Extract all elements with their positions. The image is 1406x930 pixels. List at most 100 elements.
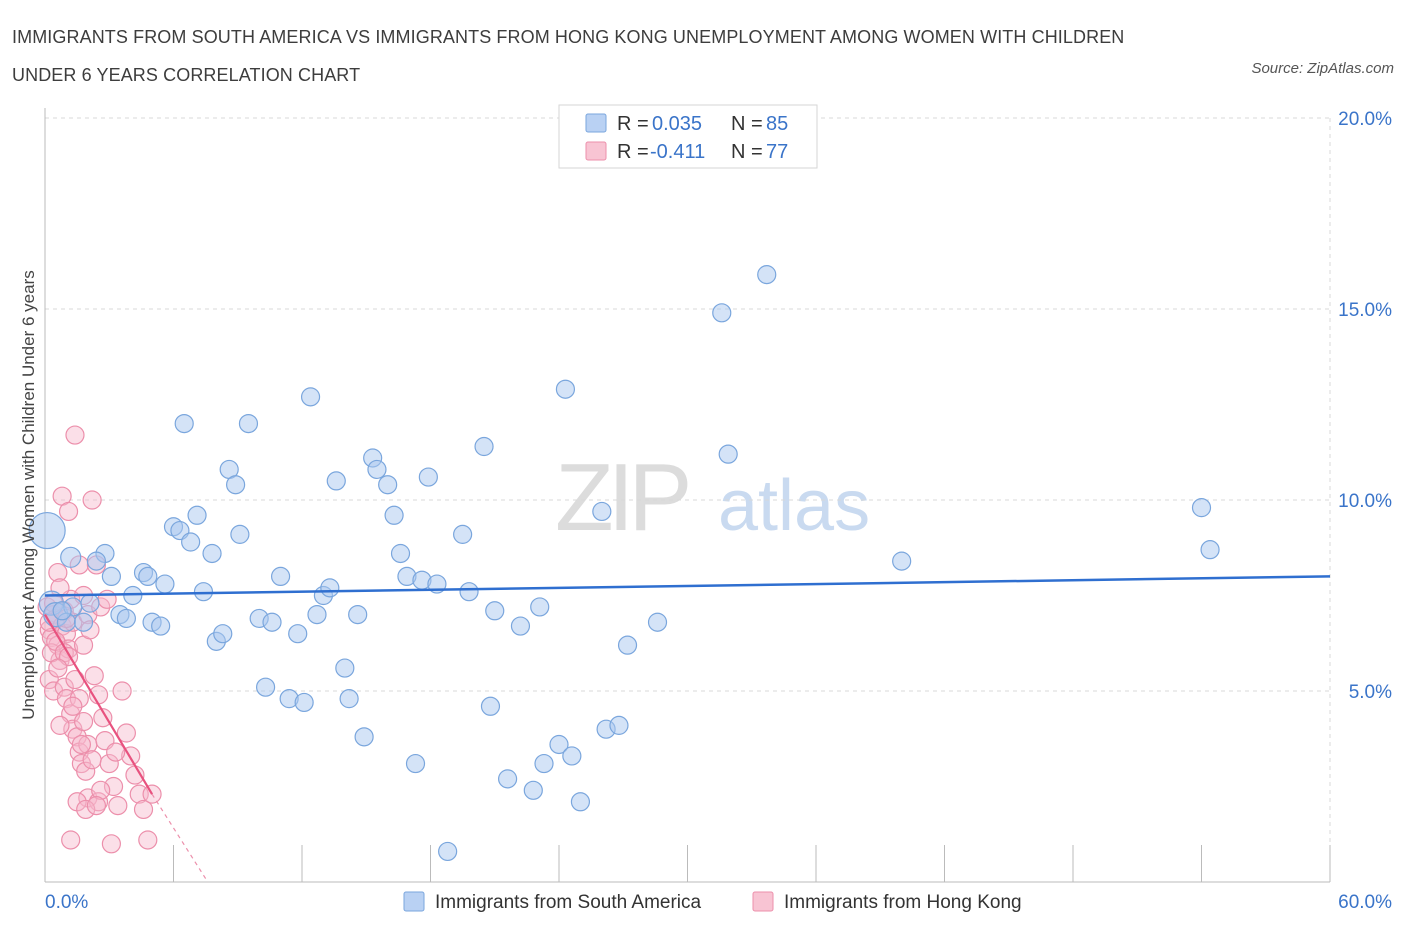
south-america-point bbox=[647, 612, 668, 632]
south-america-point bbox=[617, 635, 638, 655]
hong-kong-point bbox=[93, 708, 113, 728]
watermark-atlas: atlas bbox=[718, 466, 870, 546]
south-america-point bbox=[498, 769, 518, 789]
south-america-point bbox=[555, 379, 576, 399]
hong-kong-point bbox=[76, 799, 96, 820]
hong-kong-point bbox=[76, 761, 96, 781]
south-america-point bbox=[480, 696, 501, 716]
hong-kong-point bbox=[97, 589, 117, 609]
south-america-point bbox=[570, 792, 591, 812]
y-axis-label: Unemployment Among Women with Children U… bbox=[19, 270, 38, 719]
south-america-point bbox=[155, 574, 175, 594]
legend-bottom-swatch-pink bbox=[752, 891, 774, 912]
source-label: Source: ZipAtlas.com bbox=[1251, 60, 1394, 77]
axes: 5.0% 10.0% 15.0% 20.0% 0.0% 60.0% bbox=[44, 108, 1392, 913]
south-america-point bbox=[213, 624, 233, 644]
south-america-point bbox=[892, 551, 912, 571]
south-america-point bbox=[609, 715, 629, 735]
chart-title-line1: IMMIGRANTS FROM SOUTH AMERICA VS IMMIGRA… bbox=[12, 27, 1125, 47]
legend-n-label-1: N = bbox=[731, 113, 763, 135]
south-america-point bbox=[562, 746, 582, 766]
south-america-point bbox=[339, 689, 359, 709]
legend-swatch-blue bbox=[585, 113, 607, 133]
south-america-point bbox=[226, 475, 246, 495]
south-america-point bbox=[101, 566, 121, 587]
south-america-point bbox=[354, 727, 374, 747]
south-america-point bbox=[230, 524, 250, 544]
south-america-point bbox=[116, 608, 136, 629]
south-america-point bbox=[534, 753, 554, 774]
south-america-point bbox=[326, 471, 346, 491]
south-america-point bbox=[288, 624, 308, 644]
hong-kong-point bbox=[101, 834, 121, 854]
legend-bottom-label-pink: Immigrants from Hong Kong bbox=[784, 892, 1022, 913]
legend-bottom-swatch-blue bbox=[403, 891, 425, 912]
y-tick-label: 15.0% bbox=[1338, 300, 1392, 321]
legend-r-value-2: -0.411 bbox=[650, 141, 705, 163]
legend-r-label-1: R = bbox=[617, 113, 649, 135]
south-america-point bbox=[86, 551, 107, 571]
south-america-point bbox=[530, 597, 550, 617]
hong-kong-point bbox=[103, 776, 124, 797]
south-america-point bbox=[712, 303, 732, 323]
hong-kong-point bbox=[116, 723, 136, 743]
south-america-point bbox=[592, 501, 612, 522]
y-tick-label: 20.0% bbox=[1338, 109, 1392, 130]
hong-kong-trend-extension bbox=[151, 793, 209, 883]
trend-lines bbox=[44, 575, 1331, 883]
hong-kong-point bbox=[112, 681, 132, 701]
south-america-point bbox=[757, 265, 777, 285]
hong-kong-point bbox=[73, 711, 94, 732]
south-america-point bbox=[367, 459, 387, 480]
x-tick-label-min: 0.0% bbox=[45, 892, 88, 913]
south-america-point bbox=[523, 780, 543, 800]
south-america-point bbox=[138, 566, 158, 587]
south-america-point bbox=[320, 578, 340, 598]
hong-kong-point bbox=[84, 666, 104, 686]
hong-kong-point bbox=[50, 715, 70, 735]
south-america-point bbox=[181, 532, 201, 552]
south-america-point bbox=[335, 658, 355, 678]
hong-kong-point bbox=[86, 795, 107, 816]
south-america-point bbox=[474, 436, 494, 457]
south-america-point bbox=[384, 505, 404, 525]
hong-kong-point bbox=[82, 490, 102, 510]
south-america-point bbox=[270, 566, 291, 587]
hong-kong-trend-line bbox=[44, 614, 154, 795]
hong-kong-point bbox=[106, 742, 126, 762]
legend-n-label-2: N = bbox=[731, 141, 763, 163]
south-america-point bbox=[73, 612, 94, 632]
south-america-point bbox=[459, 582, 479, 602]
south-america-point bbox=[202, 543, 222, 564]
legend-r-label-2: R = bbox=[617, 141, 649, 163]
legend-bottom-label-blue: Immigrants from South America bbox=[435, 892, 702, 913]
hong-kong-point bbox=[54, 677, 74, 697]
legend-n-value-2: 77 bbox=[766, 141, 788, 163]
correlation-legend: R = 0.035 N = 85 R = -0.411 N = 77 bbox=[558, 104, 818, 169]
hong-kong-point bbox=[99, 753, 119, 774]
south-america-point bbox=[453, 524, 473, 544]
south-america-point bbox=[378, 475, 398, 495]
chart-title-line2: UNDER 6 YEARS CORRELATION CHART bbox=[12, 65, 361, 85]
hong-kong-point bbox=[91, 780, 111, 800]
y-tick-label: 10.0% bbox=[1338, 491, 1392, 512]
south-america-point bbox=[238, 414, 259, 434]
south-america-point bbox=[28, 511, 66, 550]
hong-kong-point bbox=[61, 830, 81, 850]
south-america-point bbox=[151, 616, 171, 636]
south-america-point bbox=[438, 841, 458, 862]
hong-kong-point bbox=[65, 669, 85, 690]
south-america-point bbox=[510, 616, 531, 636]
hong-kong-point bbox=[133, 799, 154, 820]
south-america-point bbox=[262, 612, 282, 632]
south-america-point bbox=[80, 593, 100, 613]
south-america-trend-line bbox=[44, 575, 1331, 597]
hong-kong-point bbox=[71, 734, 92, 755]
legend-swatch-pink bbox=[585, 141, 607, 161]
x-tick-label-max: 60.0% bbox=[1338, 892, 1392, 913]
south-america-point bbox=[718, 444, 738, 464]
legend-n-value-1: 85 bbox=[766, 113, 788, 135]
south-america-point bbox=[187, 505, 207, 525]
south-america-point bbox=[52, 601, 72, 621]
